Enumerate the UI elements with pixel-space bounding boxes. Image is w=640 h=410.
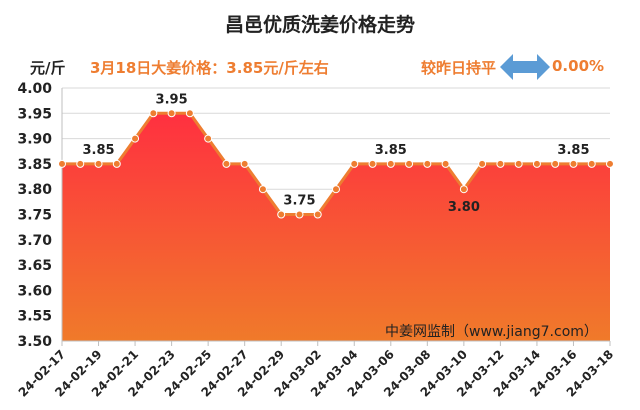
change-label: 较昨日持平	[421, 59, 497, 77]
data-point	[295, 210, 304, 219]
data-point	[58, 159, 66, 168]
data-point	[222, 159, 231, 168]
data-point	[459, 185, 468, 194]
y-tick-label: 3.85	[17, 157, 52, 173]
y-tick-label: 3.60	[17, 283, 52, 299]
data-point	[94, 159, 103, 168]
data-point	[76, 159, 85, 168]
data-point	[423, 159, 432, 168]
data-label: 3.95	[156, 92, 188, 107]
data-point	[532, 159, 541, 168]
data-point	[131, 134, 140, 143]
price-note: 3月18日大姜价格：3.85元/斤左右	[90, 59, 329, 77]
data-label: 3.85	[557, 143, 589, 158]
double-arrow-icon	[500, 54, 550, 80]
y-tick-label: 3.75	[17, 208, 52, 224]
data-point	[606, 159, 614, 168]
data-point	[112, 159, 121, 168]
data-point	[332, 185, 340, 194]
data-point	[368, 159, 377, 168]
y-tick-label: 3.95	[17, 106, 52, 122]
chart-title: 昌邑优质洗姜价格走势	[224, 14, 415, 36]
data-point	[185, 109, 194, 118]
data-point	[258, 185, 267, 194]
data-point	[386, 159, 395, 168]
change-value: 0.00%	[552, 57, 605, 75]
source-watermark: 中姜网监制（www.jiang7.com）	[385, 324, 598, 340]
data-point	[149, 109, 158, 118]
data-point	[277, 210, 286, 219]
data-point	[204, 134, 213, 143]
data-point	[514, 159, 523, 168]
data-point	[551, 159, 560, 168]
data-point	[569, 159, 578, 168]
y-tick-label: 3.50	[17, 334, 52, 350]
y-axis-unit-label: 元/斤	[30, 59, 66, 77]
data-label: 3.75	[283, 194, 315, 209]
data-point	[167, 109, 176, 118]
price-area	[62, 113, 610, 341]
data-point	[313, 210, 322, 219]
data-point	[587, 159, 596, 168]
data-label: 3.80	[448, 200, 480, 215]
y-tick-label: 3.55	[17, 309, 52, 325]
y-tick-label: 3.65	[17, 258, 52, 274]
data-label: 3.85	[82, 143, 114, 158]
data-point	[240, 159, 249, 168]
data-point	[496, 159, 505, 168]
y-tick-label: 3.80	[17, 182, 52, 198]
data-point	[405, 159, 414, 168]
y-tick-label: 4.00	[17, 81, 52, 97]
data-point	[478, 159, 487, 168]
y-tick-label: 3.90	[17, 132, 52, 148]
y-tick-label: 3.70	[17, 233, 52, 249]
data-point	[350, 159, 359, 168]
data-label: 3.85	[375, 143, 407, 158]
data-point	[441, 159, 450, 168]
